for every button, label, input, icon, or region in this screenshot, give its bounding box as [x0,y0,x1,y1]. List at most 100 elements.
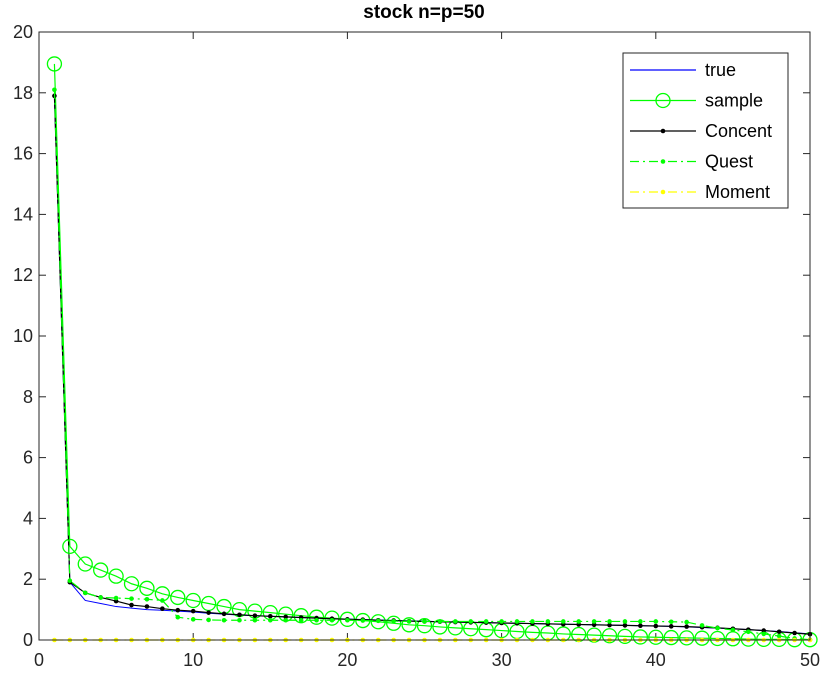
data-point-concent [237,612,242,618]
data-point-sample [62,538,78,555]
data-point-sample [370,614,386,630]
data-point-sample [46,56,63,72]
data-point-concent [638,623,643,629]
y-tick-label: 14 [13,204,33,224]
legend-item-sample: sample [630,91,763,111]
legend-item-moment: Moment [630,182,770,202]
data-point-quest [530,619,535,624]
data-point-quest [622,619,628,624]
y-tick-label: 10 [13,326,33,346]
y-tick-label: 0 [23,630,33,650]
data-point-concent [190,608,196,614]
data-point-quest [483,619,489,624]
data-point-quest [113,595,119,601]
data-point-quest [684,619,689,625]
legend-marker [660,128,666,134]
y-tick-label: 16 [13,144,33,164]
series-line-quest [53,89,811,641]
legend-label: Concent [705,121,772,141]
data-point-concent [761,628,767,633]
x-tick-label: 40 [646,650,666,670]
data-point-quest [375,618,381,624]
data-point-quest [607,619,612,624]
data-point-quest [499,619,504,624]
y-tick-label: 8 [23,387,33,407]
data-point-concent [221,611,227,617]
data-point-quest [638,619,643,624]
data-point-concent [252,613,258,618]
data-point-quest [190,617,196,622]
data-point-quest [715,625,720,631]
data-point-quest [129,596,134,601]
data-point-quest [298,617,304,623]
data-point-sample [617,628,633,645]
data-point-sample [663,629,679,646]
data-point-quest [468,619,474,624]
series-layer [46,56,818,648]
data-point-sample [401,617,417,633]
legend-marker [660,159,666,164]
data-point-sample [170,589,186,606]
data-point-concent [622,623,628,628]
data-point-quest [98,595,103,600]
data-point-concent [653,623,659,629]
data-point-concent [129,602,134,608]
data-point-sample [386,615,402,631]
data-point-sample [185,592,201,609]
data-point-quest [668,619,674,625]
data-point-quest [391,618,396,624]
data-point-concent [206,610,211,615]
data-point-quest [776,633,782,639]
data-point-concent [160,606,165,611]
data-point-quest [283,617,289,623]
data-point-quest [453,619,458,624]
chart-title: stock n=p=50 [363,2,484,23]
data-point-sample [139,580,155,596]
data-point-quest [67,578,73,584]
data-point-quest [314,617,319,623]
data-point-sample [108,568,124,584]
y-tick-label: 20 [13,22,33,42]
data-point-quest [237,617,242,623]
y-tick-label: 18 [13,83,33,103]
legend-label: Quest [705,152,753,172]
data-point-concent [776,629,782,635]
data-point-quest [329,617,335,623]
data-point-quest [175,614,181,620]
data-point-concent [268,613,273,619]
x-tick-label: 20 [337,650,357,670]
data-point-quest [560,619,566,624]
x-tick-label: 10 [183,650,203,670]
legend-label: Moment [705,182,770,202]
data-point-quest [576,619,581,624]
data-point-concent [607,622,612,628]
y-tick-label: 12 [13,265,33,285]
data-point-quest [345,617,350,623]
data-point-sample [601,628,618,644]
legend: true sample Concent Quest Moment [622,52,789,209]
data-point-sample [678,630,695,646]
data-point-concent [175,607,181,613]
data-point-quest [144,596,150,602]
data-point-quest [761,631,767,637]
data-point-quest [746,629,751,635]
series-quest [52,87,813,642]
data-point-quest [360,618,366,623]
legend-item-true: true [630,60,736,80]
y-tick-label: 4 [23,508,33,528]
data-point-quest [406,619,412,624]
data-point-concent [144,604,150,609]
data-point-quest [268,617,273,623]
legend-marker [660,189,666,195]
data-point-sample [694,630,710,646]
data-point-quest [699,623,705,628]
data-point-sample [293,608,309,624]
x-tick-label: 30 [492,650,512,670]
data-point-sample [416,618,433,634]
data-point-quest [545,619,551,624]
data-point-concent [684,624,689,629]
x-tick-label: 50 [800,650,820,670]
data-point-sample [709,630,726,647]
data-point-concent [668,624,674,629]
